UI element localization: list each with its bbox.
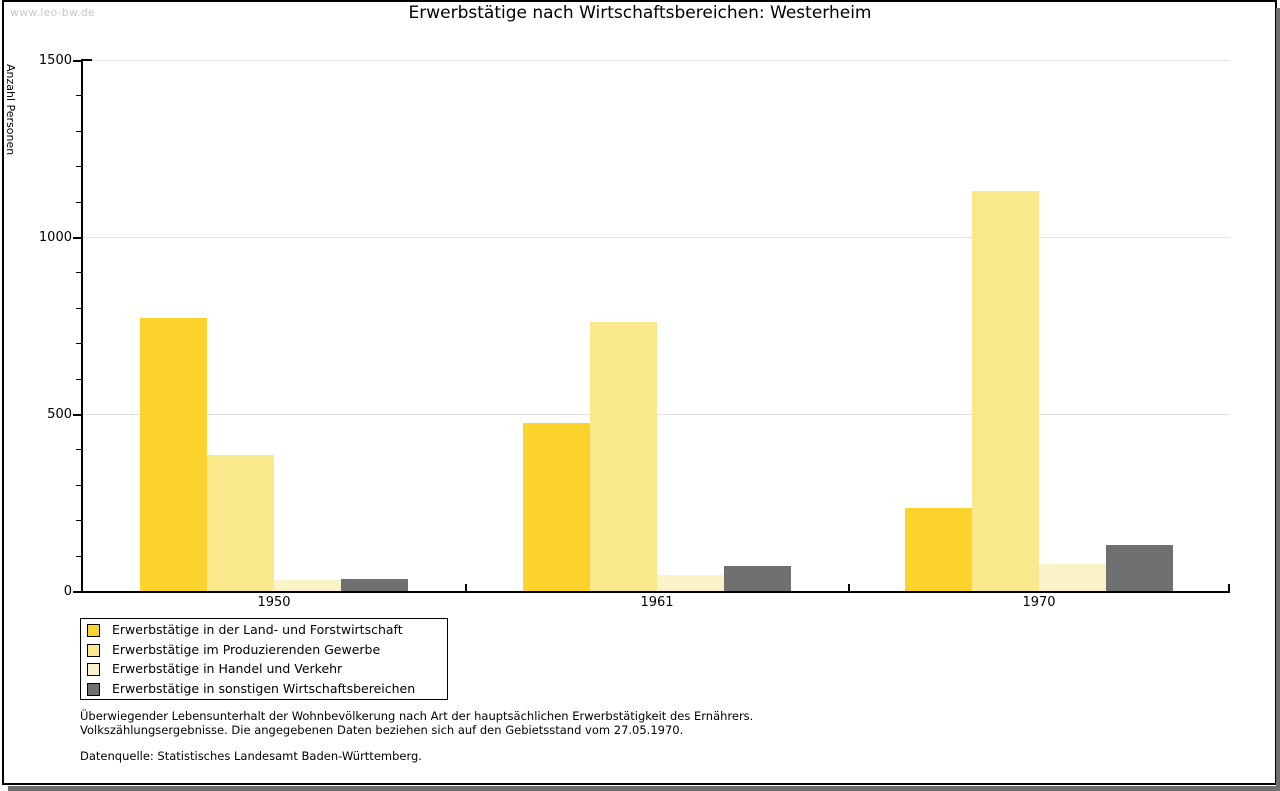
bar <box>590 322 657 591</box>
legend-swatch <box>87 683 100 697</box>
y-tick-major <box>73 414 81 416</box>
y-tick-minor <box>76 379 81 380</box>
y-axis-label: Anzahl Personen <box>4 64 17 156</box>
y-tick-major <box>73 591 81 593</box>
y-tick-minor <box>76 556 81 557</box>
legend-label: Erwerbstätige im Produzierenden Gewerbe <box>112 641 381 657</box>
gridline <box>83 237 1230 238</box>
legend: Erwerbstätige in der Land- und Forstwirt… <box>80 618 448 700</box>
x-axis-tick <box>465 584 467 591</box>
legend-label: Erwerbstätige in sonstigen Wirtschaftsbe… <box>112 681 416 697</box>
bar <box>523 423 590 591</box>
data-source-line: Datenquelle: Statistisches Landesamt Bad… <box>80 749 422 763</box>
y-tick-minor <box>76 202 81 203</box>
y-tick-label: 500 <box>47 407 72 422</box>
y-tick-minor <box>76 166 81 167</box>
y-tick-minor <box>76 485 81 486</box>
y-tick-minor <box>76 272 81 273</box>
bar <box>274 580 341 591</box>
x-axis-tick <box>1228 584 1230 591</box>
bar <box>341 579 408 591</box>
footnote-line-1: Überwiegender Lebensunterhalt der Wohnbe… <box>80 709 754 723</box>
y-tick-minor <box>76 95 81 96</box>
page-shadow-right <box>1276 8 1280 791</box>
legend-label: Erwerbstätige in Handel und Verkehr <box>112 661 343 677</box>
y-tick-major <box>73 237 81 239</box>
y-tick-minor <box>76 343 81 344</box>
y-tick-label: 1000 <box>38 230 72 245</box>
y-tick-minor <box>76 449 81 450</box>
page-shadow-bottom <box>8 786 1280 791</box>
bar <box>1039 564 1106 591</box>
legend-swatch <box>87 624 100 637</box>
legend-label: Erwerbstätige in der Land- und Forstwirt… <box>112 622 403 637</box>
legend-swatch <box>87 643 100 657</box>
gridline <box>83 60 1230 61</box>
x-tick-label: 1961 <box>640 595 674 610</box>
y-tick-minor <box>76 520 81 521</box>
y-axis-top-tick <box>83 59 92 61</box>
x-tick-label: 1950 <box>257 595 291 610</box>
x-axis-line <box>81 591 1230 593</box>
chart-title: Erwerbstätige nach Wirtschaftsbereichen:… <box>408 3 872 23</box>
x-axis-tick <box>848 584 850 591</box>
legend-swatch <box>87 663 100 677</box>
x-tick-label: 1970 <box>1022 595 1056 610</box>
bar <box>905 508 972 591</box>
watermark-leo-bw: www.leo-bw.de <box>10 6 96 19</box>
y-tick-label: 0 <box>63 584 72 599</box>
bar <box>972 191 1039 591</box>
y-tick-label: 1500 <box>38 53 72 68</box>
bar <box>140 318 207 591</box>
footnote-line-2: Volkszählungsergebnisse. Die angegebenen… <box>80 722 684 737</box>
bar <box>657 575 724 591</box>
y-axis-line <box>81 59 83 593</box>
y-tick-minor <box>76 131 81 132</box>
bar <box>1106 545 1173 591</box>
bar <box>207 455 274 591</box>
y-tick-minor <box>76 308 81 309</box>
bar <box>724 566 791 591</box>
y-tick-major <box>73 60 81 62</box>
